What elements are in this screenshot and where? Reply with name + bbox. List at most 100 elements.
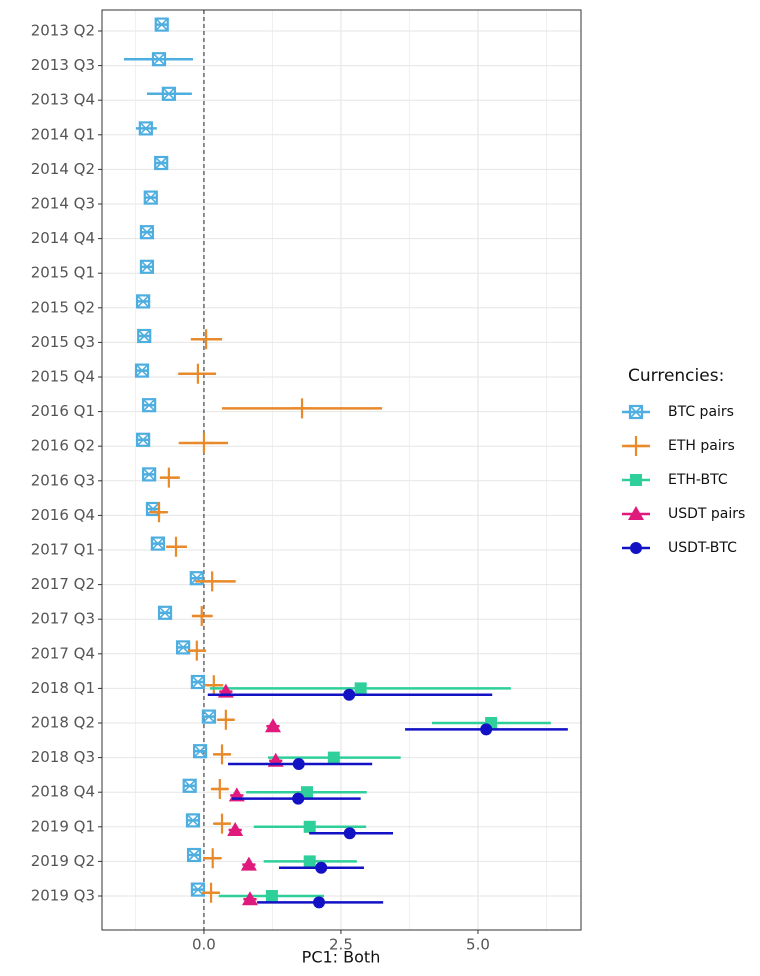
marker-circle [343, 688, 356, 701]
y-tick-label: 2018 Q1 [31, 679, 95, 697]
marker-cross [176, 640, 190, 654]
marker-box [136, 432, 151, 447]
marker-box [193, 744, 208, 759]
point [201, 709, 216, 724]
marker-plus [149, 502, 168, 523]
point [292, 758, 305, 770]
point [134, 363, 150, 378]
legend-label: BTC pairs [668, 404, 734, 420]
point [166, 536, 185, 557]
x-tick-label: 0.0 [192, 936, 216, 954]
y-tick-label: 2018 Q3 [31, 748, 95, 766]
marker-triangle [241, 891, 258, 906]
legend-key [628, 506, 644, 520]
point [154, 17, 169, 32]
y-tick-label: 2016 Q3 [31, 471, 95, 489]
marker-box [189, 571, 204, 586]
plot-border [101, 9, 582, 931]
marker-plus [188, 363, 207, 384]
marker-box [628, 404, 644, 420]
marker-cross [152, 52, 166, 66]
y-tick-label: 2018 Q4 [31, 783, 95, 801]
point [151, 52, 167, 67]
marker-cross [140, 225, 154, 239]
marker-plus [197, 329, 216, 350]
point [264, 718, 281, 733]
marker-box [142, 467, 157, 482]
marker-circle [630, 542, 642, 554]
y-tick-label: 2014 Q4 [31, 229, 95, 247]
marker-circle [480, 723, 493, 736]
marker-box [139, 259, 155, 274]
marker-cross [139, 121, 153, 135]
marker-cross [183, 779, 197, 793]
point [176, 640, 191, 655]
x-tick-label: 2.5 [329, 936, 353, 954]
point [139, 259, 155, 274]
point [139, 225, 155, 240]
marker-square [327, 751, 340, 764]
y-tick-label: 2016 Q4 [31, 506, 95, 524]
point [154, 155, 169, 171]
point [149, 502, 168, 523]
marker-plus [213, 744, 232, 765]
point [313, 896, 326, 909]
y-tick-label: 2013 Q3 [31, 56, 95, 74]
marker-box [142, 398, 157, 413]
marker-box [150, 536, 166, 551]
legend-title: Currencies: [628, 366, 724, 386]
y-tick-label: 2015 Q3 [31, 333, 95, 351]
marker-plus [210, 779, 229, 799]
legend-label: ETH-BTC [668, 472, 728, 488]
point [157, 605, 173, 620]
legend-key [627, 436, 645, 456]
marker-cross [144, 191, 158, 205]
legend-label: USDT-BTC [668, 540, 737, 556]
marker-cross [202, 710, 216, 724]
marker-box [139, 225, 155, 240]
marker-triangle [227, 822, 244, 836]
marker-box [138, 121, 153, 136]
marker-square [303, 820, 316, 833]
point [150, 536, 166, 551]
legend-key [628, 404, 644, 420]
point [293, 398, 312, 419]
marker-cross [193, 744, 207, 758]
marker-triangle [264, 718, 281, 733]
marker-plus [293, 398, 312, 419]
marker-plus [192, 606, 211, 626]
marker-box [201, 709, 216, 724]
y-tick-label: 2014 Q3 [31, 195, 95, 213]
marker-cross [186, 813, 200, 827]
marker-plus [203, 848, 222, 869]
marker-box [176, 640, 191, 655]
marker-box [134, 363, 150, 378]
legend-label: USDT pairs [668, 506, 745, 522]
marker-box [154, 155, 169, 171]
marker-triangle [628, 506, 644, 520]
point [197, 329, 216, 350]
point [300, 786, 313, 799]
marker-cross [158, 606, 172, 620]
marker-plus [159, 467, 178, 488]
marker-box [190, 882, 206, 897]
point [480, 723, 493, 736]
point [303, 820, 316, 833]
point [315, 861, 328, 874]
marker-box [161, 86, 176, 101]
marker-triangle [240, 856, 257, 871]
point [204, 675, 223, 696]
point [142, 467, 157, 482]
marker-box [185, 813, 201, 828]
y-tick-label: 2017 Q4 [31, 644, 95, 662]
marker-plus [203, 571, 222, 592]
point [143, 190, 158, 205]
point [187, 640, 206, 661]
marker-plus [194, 433, 213, 453]
point [292, 792, 305, 805]
point [303, 855, 316, 868]
marker-cross [135, 364, 149, 378]
y-tick-label: 2018 Q2 [31, 714, 95, 732]
marker-cross [142, 467, 156, 481]
point [188, 363, 207, 384]
